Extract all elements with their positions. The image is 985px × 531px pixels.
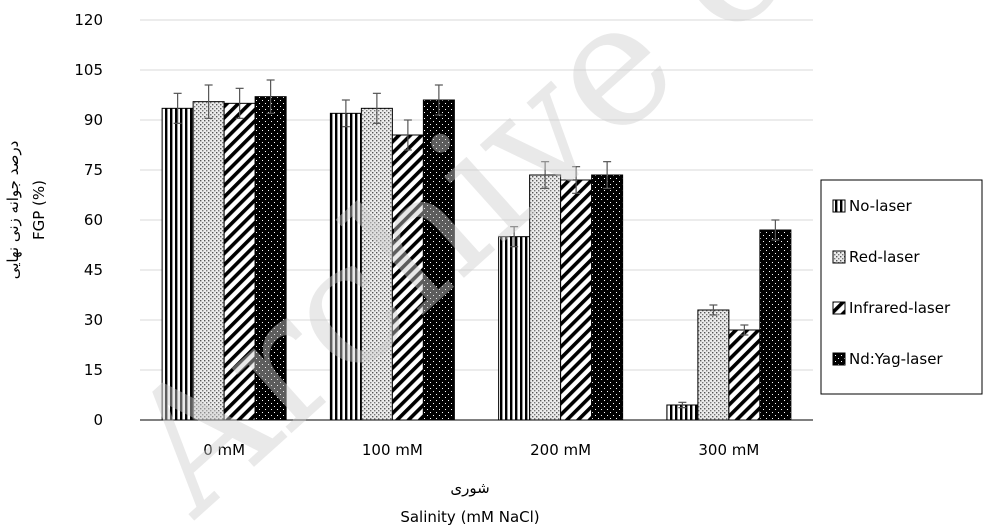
y-tick-label: 45 [84,261,103,279]
x-tick-label: 100 mM [362,441,423,459]
bar-infrared-laser [560,179,593,421]
x-axis-label-fa: شوری [450,479,489,497]
error-bar [235,87,244,119]
error-bar [341,99,350,128]
legend-swatch [832,250,846,264]
legend-box [820,179,983,395]
y-tick-label: 15 [84,361,103,379]
error-bar [372,92,381,124]
bar-infrared-laser [223,102,256,421]
error-bar [572,166,581,194]
legend-swatch [832,199,846,213]
error-bar [204,84,213,119]
error-bar [771,219,780,241]
legend-label: Nd:Yag-laser [849,350,943,368]
error-bar [603,161,612,189]
y-axis-ticks: 0 15 30 45 60 75 90 105 120 [74,11,103,429]
y-tick-label: 120 [74,11,103,29]
y-tick-label: 105 [74,61,103,79]
bar-nd-yag-laser [254,96,287,421]
error-bar [678,401,687,409]
y-axis-label-fa: درصد جوانه زنی نهایی [4,141,22,280]
bar-nd-yag-laser [422,99,455,421]
legend-label: No-laser [849,197,912,215]
legend: No-laser Red-laser Infrared-laser Nd:Yag-la… [832,197,951,368]
bars [161,96,792,421]
x-tick-label: 300 mM [698,441,759,459]
error-bar [266,79,275,114]
error-bar [434,84,443,116]
error-bar [510,226,519,248]
bar-no-laser [329,112,362,421]
error-bar [403,119,412,151]
x-tick-label: 0 mM [203,441,245,459]
legend-swatch [832,352,846,366]
x-axis-ticks: 0 mM 100 mM 200 mM 300 mM [203,441,759,459]
bar-red-laser [697,309,730,421]
error-bar [173,92,182,124]
bar-infrared-laser [728,329,761,421]
y-tick-label: 90 [84,111,103,129]
error-bar [709,304,718,316]
legend-label: Infrared-laser [849,299,951,317]
x-tick-label: 200 mM [530,441,591,459]
y-tick-label: 75 [84,161,103,179]
y-tick-label: 0 [93,411,103,429]
legend-label: Red-laser [849,248,920,266]
y-tick-label: 60 [84,211,103,229]
bar-nd-yag-laser [759,229,792,421]
legend-swatch [832,301,846,315]
error-bars [173,79,780,409]
x-axis-label-en: Salinity (mM NaCl) [400,508,539,526]
y-tick-label: 30 [84,311,103,329]
error-bar [740,324,749,336]
error-bar [541,161,550,189]
bar-red-laser [529,174,562,421]
y-axis-label-en: FGP (%) [30,180,48,240]
